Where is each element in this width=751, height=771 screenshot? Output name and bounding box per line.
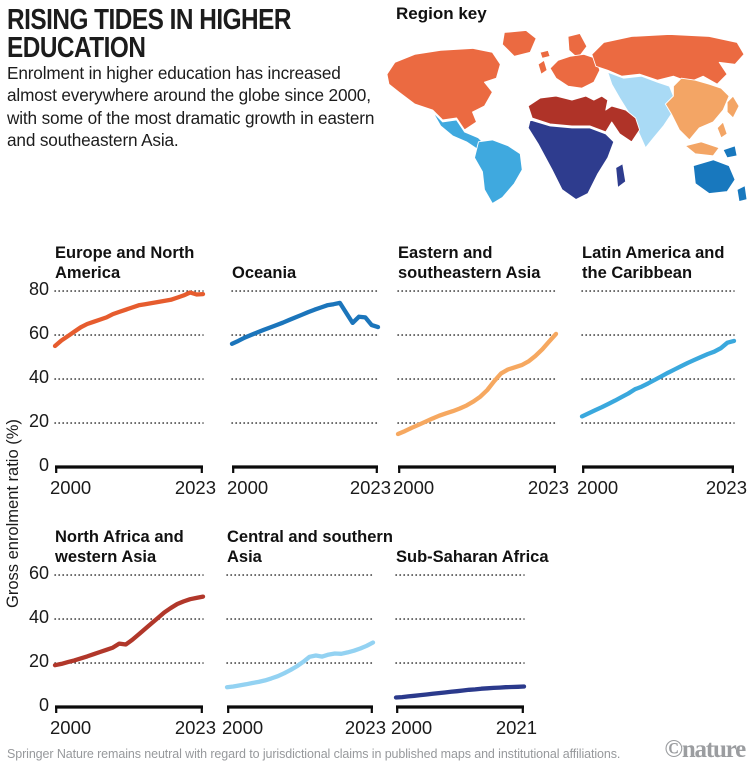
x-tick-start: 2000 — [577, 477, 619, 498]
world-map — [386, 30, 748, 204]
x-tick-start: 2000 — [222, 717, 264, 738]
region-iceland — [539, 49, 551, 59]
line-plot — [52, 574, 206, 713]
region-russia — [591, 33, 745, 85]
x-axis-labels: 2000 2023 — [577, 477, 747, 501]
region-central-southern-asia — [607, 71, 674, 149]
x-tick-start: 2000 — [393, 477, 435, 498]
page-title: RISING TIDES IN HIGHER EDUCATION — [7, 6, 291, 63]
y-tick-label: 20 — [28, 651, 49, 671]
y-tick-label: 0 — [38, 695, 49, 715]
line-plot — [393, 574, 527, 713]
line-plot — [224, 574, 376, 713]
region-indonesia — [684, 141, 720, 157]
disclaimer-text: Springer Nature remains neutral with reg… — [7, 747, 621, 761]
x-tick-end: 2023 — [344, 717, 386, 738]
x-tick-end: 2021 — [495, 717, 537, 738]
x-axis-labels: 2000 2023 — [393, 477, 569, 501]
chart-title: Sub-Saharan Africa — [396, 547, 549, 566]
x-tick-start: 2000 — [50, 717, 92, 738]
y-tick-label: 0 — [38, 455, 49, 475]
line-plot — [579, 290, 737, 473]
x-axis-labels: 2000 2023 — [50, 477, 216, 501]
chart-title: Central and southern Asia — [227, 527, 393, 566]
x-tick-end: 2023 — [527, 477, 569, 498]
region-north-africa-western-asia — [527, 95, 641, 143]
chart-title: Oceania — [232, 263, 297, 282]
y-tick-label: 80 — [28, 279, 49, 299]
chart-title: Europe and North America — [55, 243, 195, 282]
x-tick-start: 2000 — [227, 477, 269, 498]
page-title-line2: EDUCATION — [7, 32, 146, 65]
region-papua-new-guinea — [722, 145, 738, 159]
line-plot — [52, 290, 206, 473]
chart-oceania: Oceania 2000 2023 — [227, 230, 391, 501]
x-tick-end: 2023 — [174, 717, 216, 738]
x-tick-start: 2000 — [391, 717, 433, 738]
y-tick-label: 20 — [28, 411, 49, 431]
region-greenland — [501, 30, 537, 57]
region-uk — [537, 59, 548, 75]
region-europe — [549, 53, 601, 89]
page-title-line1: RISING TIDES IN HIGHER — [7, 4, 291, 36]
y-tick-label: 60 — [28, 563, 49, 583]
chart-eastern-southeastern-asia: Eastern and southeastern Asia 2000 2023 — [393, 230, 569, 501]
line-plot — [229, 290, 381, 473]
chart-north-africa-western-asia: North Africa and western Asia 2000 2023 0… — [29, 520, 216, 741]
chart-title: Eastern and southeastern Asia — [398, 243, 541, 282]
chart-europe-north-america: Europe and North America 2000 2023 0 20 40 6… — [29, 230, 216, 501]
nature-logo: ©nature — [664, 736, 746, 763]
x-tick-start: 2000 — [50, 477, 92, 498]
x-axis-labels: 2000 2021 — [391, 717, 537, 741]
x-tick-end: 2023 — [349, 477, 391, 498]
y-tick-label: 40 — [28, 367, 49, 387]
region-madagascar — [615, 163, 627, 189]
region-japan — [726, 95, 740, 119]
x-axis-labels: 2000 2023 — [227, 477, 391, 501]
x-tick-end: 2023 — [705, 477, 747, 498]
region-new-zealand — [736, 185, 748, 202]
chart-central-southern-asia: Central and southern Asia 2000 2023 — [222, 520, 393, 741]
region-scandinavia — [567, 33, 588, 59]
x-axis-labels: 2000 2023 — [222, 717, 386, 741]
line-plot — [395, 290, 559, 473]
map-key-title: Region key — [396, 4, 487, 23]
region-australia — [692, 159, 736, 195]
chart-latin-america-caribbean: Latin America and the Caribbean 2000 2023 — [577, 230, 747, 501]
region-north-america — [386, 47, 501, 131]
y-tick-label: 60 — [28, 323, 49, 343]
y-tick-label: 40 — [28, 607, 49, 627]
region-east-asia — [665, 77, 730, 141]
chart-title: Latin America and the Caribbean — [582, 243, 725, 282]
intro-text: Enrolment in higher education has increa… — [7, 63, 375, 151]
region-philippines — [716, 121, 728, 139]
region-sub-saharan-africa — [527, 119, 615, 200]
chart-sub-saharan-africa: Sub-Saharan Africa 2000 2021 — [391, 520, 549, 741]
x-axis-labels: 2000 2023 — [50, 717, 216, 741]
region-south-america — [474, 139, 523, 204]
chart-title: North Africa and western Asia — [55, 527, 184, 566]
x-tick-end: 2023 — [174, 477, 216, 498]
